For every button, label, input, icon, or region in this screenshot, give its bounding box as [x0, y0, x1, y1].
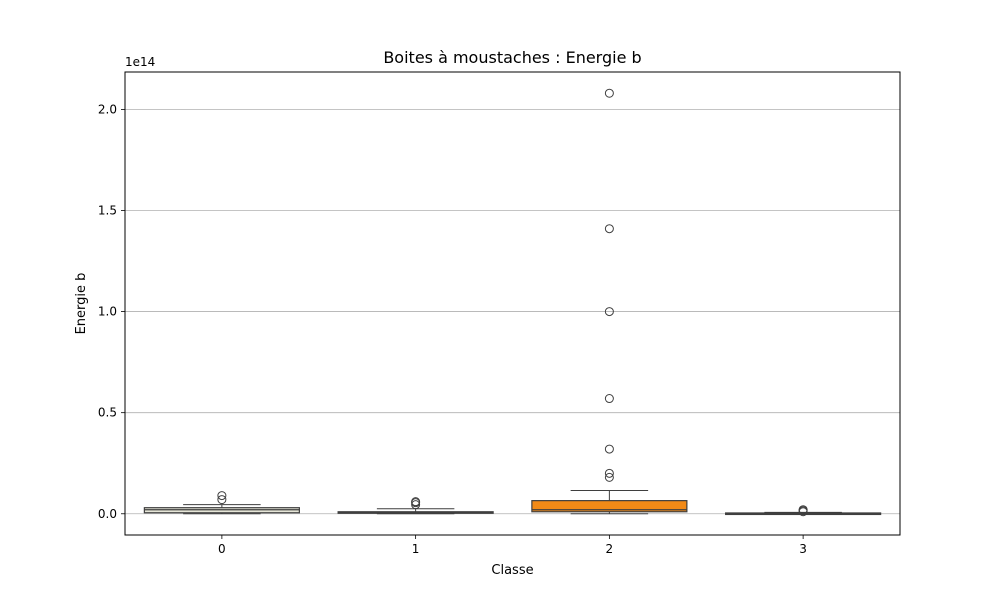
- box-group-1: [337, 497, 494, 515]
- box-group-0: [143, 491, 300, 515]
- x-tick-label: 3: [799, 542, 807, 556]
- box-group-3: [725, 505, 882, 517]
- outlier-point: [604, 224, 614, 234]
- box-body: [531, 500, 688, 513]
- x-tick-label: 2: [606, 542, 614, 556]
- outlier-point: [798, 505, 808, 515]
- outlier-point: [604, 444, 614, 454]
- x-tick-label: 1: [412, 542, 420, 556]
- outlier-point: [604, 307, 614, 317]
- grid-lines: [125, 109, 900, 515]
- axis-ticks: 0.0 0.5 1.0 1.5 2.0 0 1 2 3: [98, 102, 807, 556]
- outlier-point: [217, 491, 227, 501]
- y-tick-label: 0.5: [98, 406, 117, 420]
- y-axis-offset-label: 1e14: [125, 55, 155, 69]
- outlier-point: [604, 472, 614, 482]
- outlier-point: [604, 394, 614, 404]
- y-tick-label: 2.0: [98, 102, 117, 116]
- y-tick-label: 0.0: [98, 507, 117, 521]
- x-axis-label: Classe: [491, 563, 533, 578]
- x-tick-label: 0: [218, 542, 226, 556]
- plot-area-frame: [124, 71, 901, 536]
- outlier-point: [411, 497, 421, 507]
- box-series: [143, 88, 882, 517]
- y-axis-label: Energie b: [74, 273, 89, 335]
- box-group-2: [531, 88, 688, 515]
- y-tick-label: 1.5: [98, 203, 117, 217]
- chart-title: Boites à moustaches : Energie b: [383, 48, 641, 67]
- outlier-point: [217, 495, 227, 505]
- outlier-point: [604, 468, 614, 478]
- outlier-point: [604, 88, 614, 98]
- y-tick-label: 1.0: [98, 305, 117, 319]
